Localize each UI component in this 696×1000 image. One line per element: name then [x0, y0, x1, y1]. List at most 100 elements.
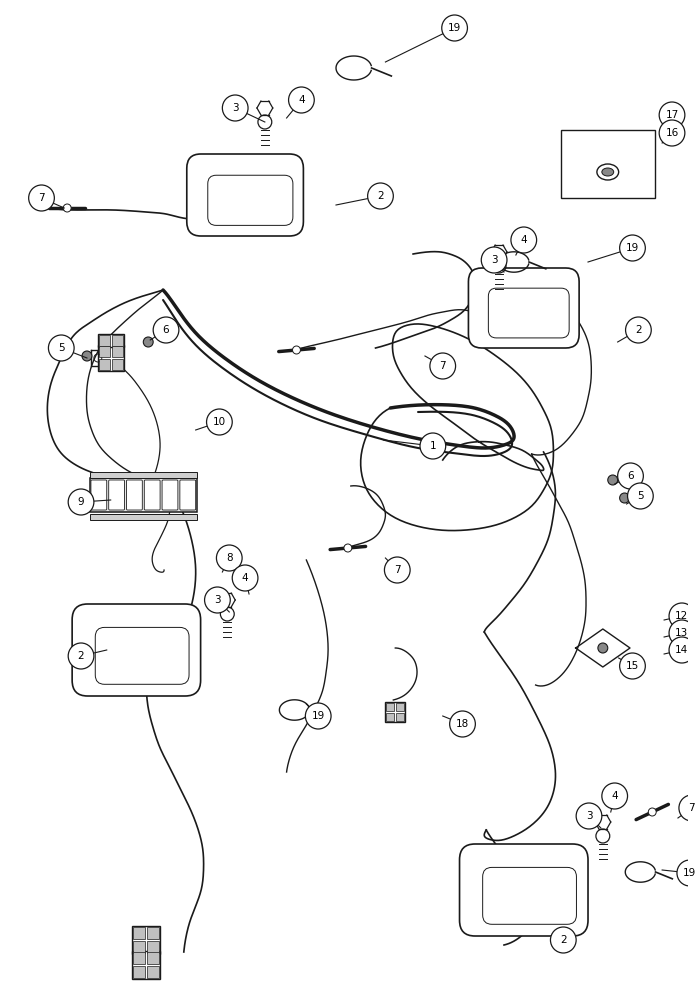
- Circle shape: [222, 95, 248, 121]
- FancyBboxPatch shape: [208, 175, 293, 225]
- Bar: [90, 478, 197, 512]
- Circle shape: [602, 783, 628, 809]
- Text: 19: 19: [683, 868, 696, 878]
- Bar: [148, 941, 159, 953]
- Bar: [148, 927, 159, 939]
- Circle shape: [205, 587, 230, 613]
- Text: 7: 7: [394, 565, 401, 575]
- Circle shape: [450, 711, 475, 737]
- Text: 19: 19: [312, 711, 325, 721]
- Circle shape: [648, 808, 656, 816]
- Bar: [396, 713, 404, 721]
- FancyBboxPatch shape: [489, 288, 569, 338]
- Bar: [148, 966, 159, 978]
- Bar: [98, 334, 123, 347]
- Bar: [111, 334, 122, 346]
- Circle shape: [619, 493, 629, 503]
- Circle shape: [68, 489, 94, 515]
- FancyBboxPatch shape: [162, 480, 178, 510]
- Circle shape: [306, 703, 331, 729]
- Text: 2: 2: [635, 325, 642, 335]
- Circle shape: [292, 346, 301, 354]
- Text: 4: 4: [242, 573, 248, 583]
- Text: 4: 4: [298, 95, 305, 105]
- Bar: [90, 472, 197, 478]
- Bar: [148, 952, 159, 964]
- Circle shape: [628, 483, 654, 509]
- Circle shape: [430, 353, 456, 379]
- Ellipse shape: [602, 168, 614, 176]
- Text: 19: 19: [448, 23, 461, 33]
- Text: 5: 5: [58, 343, 65, 353]
- Bar: [99, 346, 110, 357]
- Bar: [562, 130, 655, 198]
- Bar: [134, 966, 145, 978]
- FancyBboxPatch shape: [180, 480, 196, 510]
- Circle shape: [617, 463, 643, 489]
- Bar: [134, 927, 145, 939]
- Circle shape: [143, 337, 153, 347]
- Text: 7: 7: [688, 803, 695, 813]
- Circle shape: [420, 433, 445, 459]
- Bar: [386, 703, 395, 711]
- Bar: [99, 334, 110, 346]
- Circle shape: [576, 803, 602, 829]
- Circle shape: [207, 409, 232, 435]
- Text: 3: 3: [214, 595, 221, 605]
- Text: 17: 17: [665, 110, 679, 120]
- Circle shape: [367, 183, 393, 209]
- Text: 1: 1: [429, 441, 436, 451]
- Bar: [134, 952, 145, 964]
- Circle shape: [442, 15, 468, 41]
- Text: 16: 16: [665, 128, 679, 138]
- Bar: [111, 346, 122, 357]
- Circle shape: [153, 317, 179, 343]
- Text: 2: 2: [78, 651, 84, 661]
- Text: 2: 2: [560, 935, 567, 945]
- Circle shape: [669, 620, 695, 646]
- Text: 19: 19: [626, 243, 639, 253]
- Bar: [111, 359, 122, 370]
- Bar: [134, 941, 145, 953]
- Circle shape: [551, 927, 576, 953]
- Text: 6: 6: [627, 471, 634, 481]
- Text: 14: 14: [675, 645, 688, 655]
- Ellipse shape: [597, 164, 619, 180]
- Circle shape: [659, 120, 685, 146]
- Circle shape: [384, 557, 410, 583]
- Bar: [90, 514, 197, 520]
- Circle shape: [344, 544, 351, 552]
- Text: 8: 8: [226, 553, 232, 563]
- Circle shape: [598, 643, 608, 653]
- FancyBboxPatch shape: [468, 268, 579, 348]
- Text: 9: 9: [78, 497, 84, 507]
- Circle shape: [626, 317, 651, 343]
- Text: 10: 10: [213, 417, 226, 427]
- FancyBboxPatch shape: [187, 154, 303, 236]
- Text: 12: 12: [675, 611, 688, 621]
- Circle shape: [619, 653, 645, 679]
- Circle shape: [669, 637, 695, 663]
- Circle shape: [232, 565, 258, 591]
- FancyBboxPatch shape: [459, 844, 588, 936]
- Circle shape: [619, 235, 645, 261]
- Circle shape: [29, 185, 54, 211]
- FancyBboxPatch shape: [72, 604, 200, 696]
- Circle shape: [481, 247, 507, 273]
- Circle shape: [677, 860, 696, 886]
- Circle shape: [82, 351, 92, 361]
- Text: 6: 6: [163, 325, 169, 335]
- Circle shape: [216, 545, 242, 571]
- Circle shape: [669, 603, 695, 629]
- Circle shape: [679, 795, 696, 821]
- Bar: [386, 702, 405, 722]
- Text: 3: 3: [586, 811, 592, 821]
- Circle shape: [511, 227, 537, 253]
- Text: 15: 15: [626, 661, 639, 671]
- Bar: [132, 926, 160, 954]
- Bar: [386, 713, 395, 721]
- Circle shape: [659, 102, 685, 128]
- FancyBboxPatch shape: [144, 480, 160, 510]
- FancyBboxPatch shape: [482, 867, 576, 924]
- Bar: [98, 345, 123, 371]
